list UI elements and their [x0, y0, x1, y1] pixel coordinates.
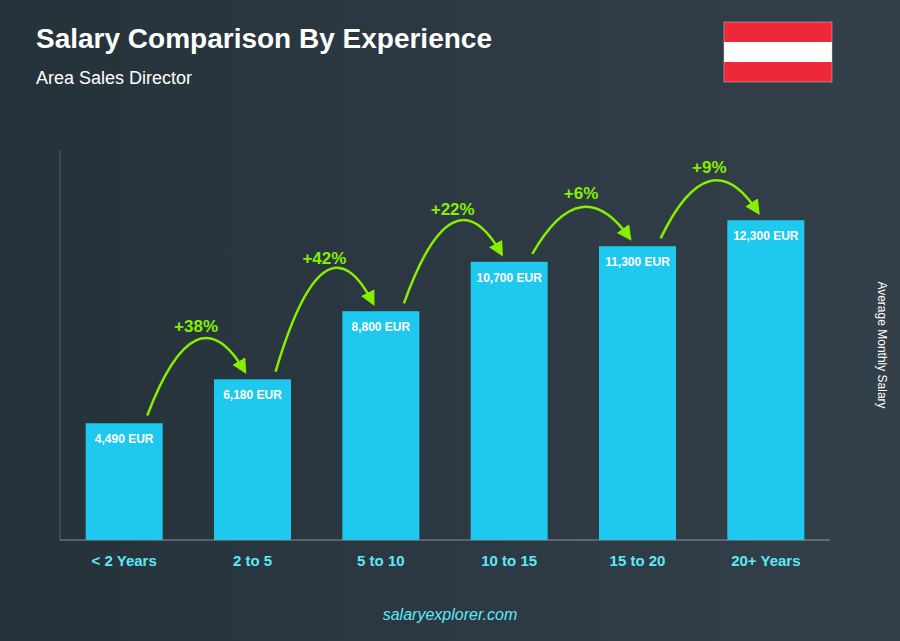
bar: [342, 311, 419, 540]
x-axis-line: [60, 540, 830, 541]
x-tick-label: 20+ Years: [731, 552, 800, 569]
annotation: +38%: [174, 317, 218, 336]
bars: [86, 220, 805, 540]
y-axis-line: [60, 150, 61, 540]
data-label: 11,300 EUR: [605, 255, 670, 269]
chart: Salary Comparison By Experience Area Sale…: [0, 0, 900, 641]
subtitle: Area Sales Director: [36, 68, 192, 88]
change-arrow: [532, 207, 630, 254]
data-label: 12,300 EUR: [733, 229, 799, 243]
x-tick-label: 15 to 20: [610, 552, 666, 569]
bar: [214, 379, 291, 540]
data-label: 4,490 EUR: [95, 432, 154, 446]
bar: [727, 220, 804, 540]
annotation: +6%: [564, 184, 599, 203]
data-label: 10,700 EUR: [476, 271, 542, 285]
annotation: +9%: [692, 158, 727, 177]
data-label: 8,800 EUR: [351, 320, 410, 334]
background: [0, 0, 900, 641]
bar: [599, 246, 676, 540]
title: Salary Comparison By Experience: [36, 23, 492, 54]
x-tick-label: 2 to 5: [233, 552, 272, 569]
flag: [724, 22, 832, 82]
bar: [86, 423, 163, 540]
change-arrow: [661, 180, 759, 238]
change-arrow: [404, 220, 502, 303]
x-tick-label: 10 to 15: [481, 552, 537, 569]
annotation: +42%: [302, 249, 346, 268]
annotation: +22%: [431, 200, 475, 219]
change-arrow: [276, 268, 374, 372]
change-arrow: [147, 338, 245, 415]
x-tick-label: 5 to 10: [357, 552, 405, 569]
footer: salaryexplorer.com: [383, 606, 518, 623]
bar: [471, 262, 548, 540]
y-axis-label: Average Monthly Salary: [875, 281, 889, 408]
x-tick-label: < 2 Years: [92, 552, 157, 569]
data-label: 6,180 EUR: [223, 388, 282, 402]
